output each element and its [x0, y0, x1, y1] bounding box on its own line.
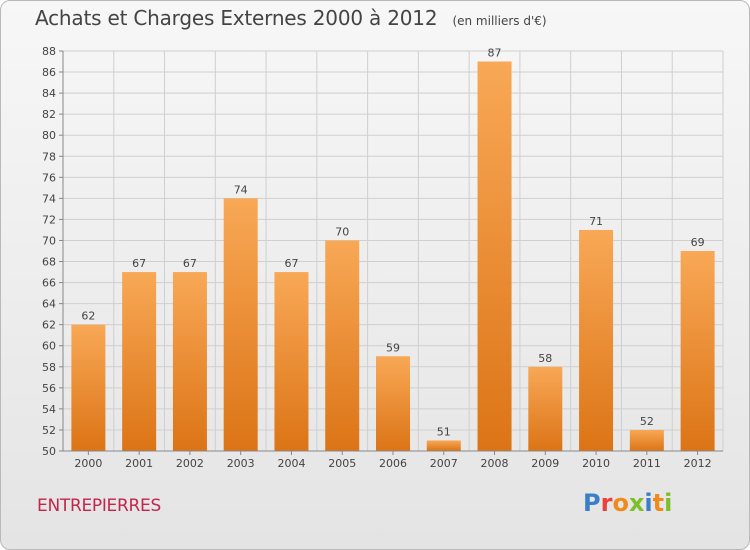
city-name: ENTREPIERRES	[37, 496, 161, 516]
x-tick-label: 2006	[379, 457, 407, 470]
y-tick-label: 50	[42, 445, 56, 458]
bar	[122, 272, 157, 451]
bar	[528, 366, 563, 451]
bar	[477, 61, 512, 452]
x-tick-label: 2009	[531, 457, 559, 470]
y-tick-label: 76	[42, 171, 56, 184]
x-tick-label: 2004	[277, 457, 305, 470]
axis-layer: 50 52 54 56 58 60 62 64 66 68 70 72 74 76 78 80 82 84 86 88…	[42, 45, 723, 470]
data-label: 74	[234, 183, 248, 196]
bar	[376, 356, 410, 451]
logo-letter: i	[644, 489, 653, 517]
y-tick-label: 68	[42, 256, 56, 269]
y-tick-label: 70	[42, 234, 56, 247]
y-tick-label: 58	[42, 361, 56, 374]
y-tick-label: 86	[42, 66, 56, 79]
x-tick-label: 2010	[582, 457, 610, 470]
y-tick-label: 72	[42, 213, 56, 226]
y-tick-label: 56	[42, 382, 56, 395]
data-label: 67	[183, 257, 197, 270]
y-tick-label: 54	[42, 403, 56, 416]
y-tick-label: 84	[42, 87, 56, 100]
bar	[325, 240, 360, 451]
y-tick-label: 60	[42, 340, 56, 353]
y-tick-label: 74	[42, 192, 56, 205]
data-label: 67	[132, 257, 146, 270]
data-label: 51	[437, 425, 451, 438]
bar	[629, 429, 664, 451]
data-label: 62	[81, 310, 95, 323]
data-label: 59	[386, 341, 400, 354]
bar	[223, 198, 258, 451]
bar	[579, 229, 614, 451]
proxiti-logo[interactable]: Proxiti	[583, 489, 672, 517]
x-tick-label: 2005	[328, 457, 356, 470]
y-tick-label: 52	[42, 424, 56, 437]
x-tick-label: 2000	[74, 457, 102, 470]
logo-letter: x	[628, 489, 645, 517]
bar	[71, 324, 106, 451]
data-label: 67	[284, 257, 298, 270]
data-label: 52	[640, 415, 654, 428]
logo-letter: P	[583, 489, 601, 517]
data-label: 70	[335, 225, 349, 238]
logo-letter: t	[652, 489, 665, 517]
data-label: 87	[488, 47, 502, 60]
chart-title: Achats et Charges Externes 2000 à 2012	[35, 6, 438, 30]
y-tick-label: 64	[42, 298, 56, 311]
bar	[426, 440, 461, 451]
x-tick-label: 2007	[430, 457, 458, 470]
bar	[172, 272, 207, 451]
logo-letter: o	[612, 489, 629, 517]
y-tick-label: 78	[42, 150, 56, 163]
x-tick-label: 2012	[684, 457, 712, 470]
y-tick-label: 82	[42, 108, 56, 121]
title-row: Achats et Charges Externes 2000 à 2012 (…	[35, 6, 547, 30]
x-tick-label: 2001	[125, 457, 153, 470]
x-tick-label: 2008	[481, 457, 509, 470]
chart-subtitle: (en milliers d'€)	[452, 14, 547, 28]
y-tick-label: 80	[42, 129, 56, 142]
y-tick-label: 62	[42, 319, 56, 332]
bar	[274, 272, 309, 451]
logo-letter: r	[600, 489, 613, 517]
y-tick-label: 88	[42, 45, 56, 58]
bar-layer: 62 67 67 74 67 70 59 51 87 58 71 52 69	[71, 47, 715, 452]
x-tick-label: 2003	[227, 457, 255, 470]
data-label: 69	[691, 236, 705, 249]
y-tick-label: 66	[42, 277, 56, 290]
x-tick-label: 2011	[633, 457, 661, 470]
x-tick-label: 2002	[176, 457, 204, 470]
data-label: 71	[589, 215, 603, 228]
logo-letter: i	[664, 489, 673, 517]
data-label: 58	[538, 352, 552, 365]
bar	[680, 251, 715, 451]
